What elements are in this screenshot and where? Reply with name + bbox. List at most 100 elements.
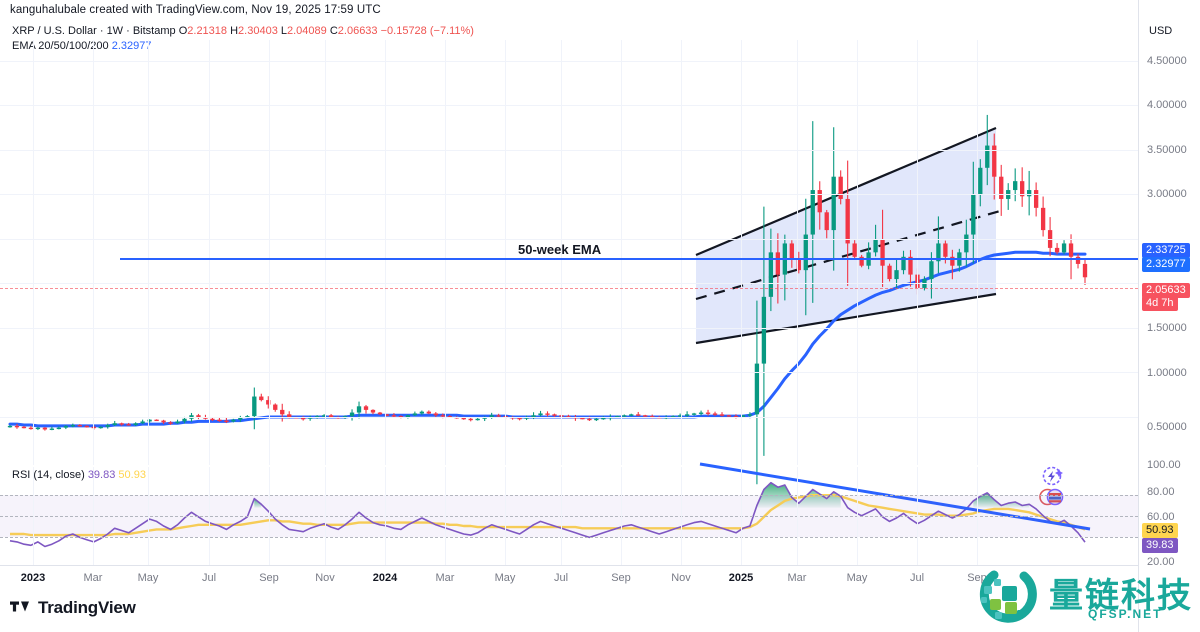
gridline-v: [385, 40, 386, 465]
qfsp-logo-icon: [979, 570, 1037, 623]
axis-tick: 0.50000: [1147, 421, 1187, 433]
legend-exchange[interactable]: Bitstamp: [132, 25, 176, 37]
price-axis[interactable]: USD 4.50000 4.00000 3.50000 3.00000 1.50…: [1138, 0, 1200, 632]
legend-low-label: L: [280, 25, 287, 37]
gridline-v: [977, 467, 978, 565]
gridline-v: [33, 467, 34, 565]
price-axis-currency: USD: [1149, 25, 1173, 37]
legend-ema-value: 2.32977: [111, 40, 152, 52]
legend-high-value: 2.30403: [238, 25, 278, 37]
current-price-tag: 2.32977: [1142, 257, 1190, 272]
rsi-axis-tick: 80.00: [1147, 486, 1175, 498]
time-axis-label: Jul: [909, 572, 925, 584]
legend-change: −0.15728 (−7.11%): [380, 25, 474, 37]
price-pane[interactable]: 50-week EMA: [0, 40, 1138, 506]
legend-close-label: C: [329, 25, 338, 37]
axis-tick: 4.50000: [1147, 55, 1187, 67]
tradingview-logo[interactable]: TradingView: [10, 598, 136, 618]
rsi-axis-tick: 20.00: [1147, 556, 1175, 568]
gridline-v: [209, 467, 210, 565]
legend-symbol[interactable]: XRP / U.S. Dollar: [12, 25, 97, 37]
time-axis-label: 2024: [372, 572, 398, 584]
gridline-v: [797, 467, 798, 565]
time-axis-label: Sep: [259, 572, 279, 584]
gridline-v: [857, 467, 858, 565]
gridline-v: [325, 40, 326, 465]
time-axis-label: Mar: [787, 572, 807, 584]
gridline-v: [917, 40, 918, 465]
gridline-v: [505, 40, 506, 465]
gridline-v: [93, 40, 94, 465]
axis-tick: 3.50000: [1147, 144, 1187, 156]
last-price-dashed-line: [0, 288, 1138, 289]
rsi-level-60: [0, 516, 1138, 517]
tradingview-brand-text: TradingView: [38, 598, 136, 617]
gridline-v: [209, 40, 210, 465]
site-watermark: 量链科技: [975, 566, 1193, 626]
time-axis-label: Jul: [201, 572, 217, 584]
legend-row-symbol: XRP / U.S. Dollar · 1W · Bitstamp O2.213…: [12, 24, 474, 39]
time-axis-label: May: [846, 572, 868, 584]
gridline-v: [445, 40, 446, 465]
rsi-value-tag: 39.83: [1142, 538, 1178, 553]
attribution-text: kanguhalubale created with TradingView.c…: [10, 4, 381, 16]
legend-ema-label[interactable]: EMA 20/50/100/200: [12, 40, 109, 52]
gridline-v: [561, 467, 562, 565]
time-axis-label: Nov: [671, 572, 691, 584]
rsi-title[interactable]: RSI (14, close): [12, 469, 85, 481]
rsi-ma-tag: 50.93: [1142, 523, 1178, 538]
legend-interval[interactable]: 1W: [106, 25, 124, 37]
gridline-v: [857, 40, 858, 465]
channel-lower-trendline: [695, 292, 997, 345]
tradingview-mark-icon: [10, 601, 29, 612]
gridline-v: [741, 40, 742, 465]
watermark-chinese-text: 量链科技: [1049, 576, 1193, 616]
ema-price-tag: 2.33725: [1142, 243, 1190, 258]
gridline-v: [741, 467, 742, 565]
horizontal-support-line[interactable]: [120, 258, 1138, 260]
rsi-pane[interactable]: [0, 462, 1138, 565]
rsi-level-30: [0, 537, 1138, 538]
last-price-tag: 2.05633: [1142, 283, 1190, 298]
gridline-h: [0, 194, 1138, 195]
gridline-v: [148, 467, 149, 565]
gridline-v: [93, 467, 94, 565]
gridline-h: [0, 328, 1138, 329]
rsi-level-70: [0, 495, 1138, 496]
watermark-domain-text: QFSP.NET: [1088, 607, 1163, 621]
rsi-descending-trendline: [699, 462, 1091, 531]
time-axis-label: Sep: [611, 572, 631, 584]
time-axis-label: Mar: [83, 572, 103, 584]
gridline-v: [385, 467, 386, 565]
gridline-v: [445, 467, 446, 565]
legend-sep-2: ·: [123, 25, 133, 37]
rsi-ma-value: 50.93: [118, 469, 146, 481]
chart-legend: XRP / U.S. Dollar · 1W · Bitstamp O2.213…: [12, 24, 474, 54]
gridline-h: [0, 417, 1138, 418]
time-axis[interactable]: 2023 Mar May Jul Sep Nov 2024 Mar May Jul Sep Nov 20…: [0, 565, 1138, 592]
gridline-v: [621, 467, 622, 565]
axis-tick: 1.00000: [1147, 367, 1187, 379]
time-axis-label: 2025: [728, 572, 754, 584]
legend-open-value: 2.21318: [187, 25, 228, 37]
gridline-v: [681, 40, 682, 465]
gridline-h: [0, 105, 1138, 106]
rsi-legend: RSI (14, close) 39.83 50.93: [12, 469, 146, 481]
chart-badge-icons[interactable]: [1036, 466, 1066, 508]
gridline-v: [621, 40, 622, 465]
rsi-axis-tick: 60.00: [1147, 511, 1175, 523]
gridline-v: [33, 40, 34, 465]
gridline-h: [0, 150, 1138, 151]
annotation-50-week-ema[interactable]: 50-week EMA: [518, 242, 602, 257]
time-axis-label: Jul: [553, 572, 569, 584]
rsi-value: 39.83: [87, 469, 116, 481]
rsi-axis-tick: 100.00: [1147, 459, 1181, 471]
gridline-v: [505, 467, 506, 565]
gridline-v: [977, 40, 978, 465]
gridline-v: [148, 40, 149, 465]
time-axis-label: May: [137, 572, 159, 584]
gridline-h: [0, 283, 1138, 284]
gridline-v: [325, 467, 326, 565]
gridline-v: [269, 40, 270, 465]
time-axis-label: 2023: [20, 572, 46, 584]
